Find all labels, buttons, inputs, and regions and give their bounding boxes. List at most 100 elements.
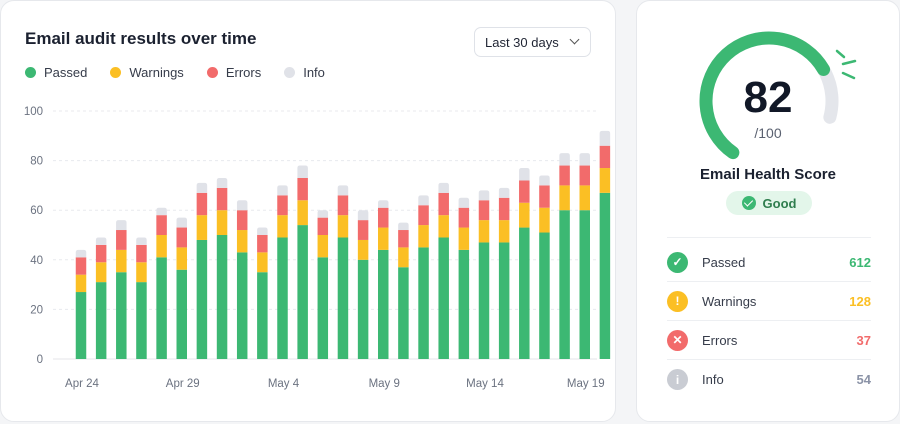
score-value: 82 — [743, 73, 793, 122]
bar-segment-warnings — [317, 235, 329, 258]
bar-segment-info — [478, 190, 490, 201]
audit-chart-card: Email audit results over time Last 30 da… — [0, 0, 616, 422]
bar-segment-info — [317, 210, 329, 218]
y-tick-label: 0 — [37, 354, 43, 366]
bar-segment-info — [196, 182, 208, 193]
bar-segment-errors — [156, 215, 167, 235]
bar-segment-info — [458, 197, 470, 208]
bar-segment-passed — [236, 252, 248, 359]
score-gauge — [699, 31, 857, 160]
legend-label-errors: Errors — [225, 65, 262, 80]
bar-segment-passed — [579, 210, 590, 359]
bar-segment-warnings — [277, 215, 288, 238]
bar-segment-errors — [357, 220, 369, 240]
bar-segment-errors — [236, 210, 248, 231]
bar-segment-errors — [579, 165, 590, 186]
info-icon: i — [667, 369, 688, 390]
bar-segment-passed — [297, 225, 308, 359]
bar-segment-info — [599, 130, 611, 146]
bar-segment-warnings — [559, 185, 570, 211]
sparkle-icon — [835, 49, 846, 59]
bar-segment-info — [116, 220, 127, 231]
stat-value-info: 54 — [856, 372, 871, 387]
bar-segment-info — [236, 200, 248, 211]
bar-segment-passed — [116, 272, 127, 359]
bar-segment-info — [559, 153, 570, 166]
x-tick-label: May 14 — [466, 378, 504, 390]
legend-dot-warnings — [110, 67, 122, 78]
score-label: Email Health Score — [700, 166, 836, 183]
bar-segment-warnings — [297, 200, 308, 226]
bar-segment-info — [498, 187, 510, 198]
bar-segment-info — [297, 165, 308, 178]
bar-segment-info — [418, 195, 429, 206]
legend-item-warnings: Warnings — [110, 65, 184, 80]
y-tick-label: 20 — [30, 304, 43, 316]
bar-segment-errors — [136, 244, 147, 263]
bar-segment-passed — [176, 269, 187, 359]
bar-segment-errors — [176, 227, 187, 248]
warning-icon: ! — [667, 290, 688, 312]
bar-segment-warnings — [257, 252, 268, 273]
bar-segment-warnings — [378, 227, 389, 250]
x-tick-label: Apr 29 — [166, 378, 200, 390]
date-range-select[interactable]: Last 30 days — [474, 27, 591, 57]
bar-segment-warnings — [116, 249, 127, 273]
bar-segment-passed — [599, 192, 611, 359]
bar-segment-passed — [95, 282, 107, 359]
bar-segment-errors — [418, 205, 429, 226]
bar-segment-errors — [498, 197, 510, 221]
bar-segment-passed — [337, 237, 349, 359]
stat-label-passed: Passed — [702, 254, 746, 270]
stat-row-info: i Info 54 — [667, 360, 871, 399]
stat-value-warnings: 128 — [849, 293, 871, 309]
bar-segment-info — [337, 185, 349, 196]
stat-value-errors: 37 — [856, 332, 871, 348]
legend-dot-info — [284, 67, 296, 78]
bar-segment-info — [539, 175, 550, 186]
status-badge: Good — [726, 191, 812, 215]
bar-segment-warnings — [539, 207, 550, 233]
legend-label-passed: Passed — [44, 65, 88, 80]
score-max: /100 — [754, 125, 782, 141]
bar-segment-warnings — [216, 210, 228, 235]
bar-segment-passed — [277, 237, 288, 359]
bar-segment-warnings — [418, 225, 429, 248]
bar-segment-info — [579, 153, 590, 166]
bar-segment-passed — [317, 257, 329, 359]
x-tick-label: May 4 — [268, 378, 300, 390]
check-icon: ✓ — [667, 251, 688, 273]
bar-segment-errors — [337, 195, 349, 216]
bar-segment-info — [398, 222, 409, 231]
bar-segment-info — [357, 210, 369, 221]
y-tick-label: 60 — [30, 205, 43, 217]
chart-legend: Passed Warnings Errors Info — [25, 65, 348, 80]
bar-segment-warnings — [579, 185, 590, 211]
bar-segment-warnings — [75, 274, 87, 293]
bar-segment-warnings — [156, 235, 167, 258]
check-circle-icon — [741, 196, 756, 210]
x-tick-label: May 9 — [369, 378, 400, 390]
bar-segment-info — [438, 182, 449, 193]
bar-segment-errors — [297, 177, 308, 201]
bar-segment-passed — [378, 249, 389, 359]
bar-segment-passed — [519, 227, 530, 359]
sparkle-icon — [841, 71, 856, 80]
bar-segment-passed — [559, 210, 570, 359]
stat-row-passed: ✓ Passed 612 — [667, 243, 871, 282]
bar-segment-warnings — [337, 215, 349, 238]
bar-segment-info — [519, 168, 530, 181]
bar-segment-warnings — [478, 220, 490, 243]
y-tick-label: 80 — [30, 156, 43, 168]
x-tick-label: Apr 24 — [65, 378, 99, 390]
bar-segment-passed — [498, 242, 510, 359]
divider — [667, 237, 871, 238]
bar-segment-errors — [95, 244, 107, 263]
stacked-bar-chart: 0 20 40 60 80 100 Apr 24 Apr 29 May 4 May 9 May 14… — [24, 106, 611, 390]
bar-segment-info — [257, 227, 268, 235]
legend-dot-errors — [206, 67, 218, 78]
bar-segment-passed — [458, 249, 470, 359]
close-icon: ✕ — [667, 329, 688, 351]
chart-title: Email audit results over time — [25, 29, 257, 48]
bar-segment-passed — [539, 232, 550, 359]
